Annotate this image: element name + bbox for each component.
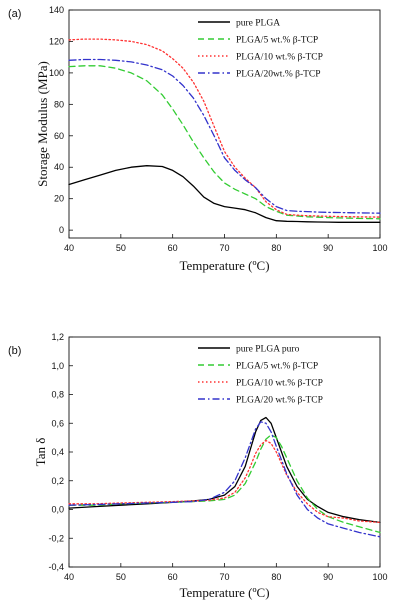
x-tick-label: 70 bbox=[219, 243, 229, 253]
y-tick-label: 60 bbox=[54, 131, 64, 141]
series-line-3 bbox=[68, 439, 381, 524]
x-tick-label: 70 bbox=[219, 572, 229, 582]
legend-label: pure PLGA bbox=[236, 19, 280, 29]
y-tick-label: 0 bbox=[59, 225, 64, 235]
series-line-4 bbox=[68, 58, 381, 214]
y-tick-label: 0,2 bbox=[51, 476, 64, 486]
x-tick-label: 80 bbox=[271, 572, 281, 582]
legend-label: PLGA/20 wt.% β-TCP bbox=[236, 396, 323, 406]
y-tick-label: 100 bbox=[49, 68, 64, 78]
y-tick-label: 1,0 bbox=[51, 361, 64, 371]
y-tick-label: 0,6 bbox=[51, 418, 64, 428]
legend-label: pure PLGA puro bbox=[236, 345, 300, 355]
legend-label: PLGA/5 wt.% β-TCP bbox=[236, 362, 318, 372]
panel-b: (b) 40 50 60 70 80 90 100 -0,4 -0,2 0,0 0,2 0,4 0,6 0,… bbox=[8, 332, 388, 600]
x-axis-title: Temperature (ºC) bbox=[179, 258, 269, 273]
series-line-3 bbox=[68, 38, 381, 218]
plot-frame bbox=[68, 9, 381, 239]
panel-label: (b) bbox=[8, 345, 21, 357]
y-tick-label: 140 bbox=[49, 5, 64, 15]
x-tick-label: 40 bbox=[64, 243, 74, 253]
legend: pure PLGA puro PLGA/5 wt.% β-TCP PLGA/10 w… bbox=[198, 345, 323, 406]
y-tick-label: 40 bbox=[54, 162, 64, 172]
y-tick-label: 20 bbox=[54, 194, 64, 204]
plot-frame bbox=[68, 336, 381, 568]
series-line-4 bbox=[68, 421, 381, 538]
x-tick-label: 90 bbox=[323, 572, 333, 582]
legend-label: PLGA/10 wt.% β-TCP bbox=[236, 53, 323, 63]
y-tick-label: 0,4 bbox=[51, 447, 64, 457]
series-line-1 bbox=[68, 416, 381, 524]
y-axis-title: Storage Modulus (MPa) bbox=[35, 61, 50, 187]
y-tick-label: 120 bbox=[49, 36, 64, 46]
x-axis-title: Temperature (ºC) bbox=[179, 585, 269, 600]
panel-label: (a) bbox=[8, 8, 21, 20]
x-tick-label: 50 bbox=[116, 572, 126, 582]
x-tick-label: 100 bbox=[372, 572, 387, 582]
x-tick-label: 90 bbox=[323, 243, 333, 253]
series-line-2 bbox=[68, 65, 381, 220]
x-tick-label: 100 bbox=[372, 243, 387, 253]
x-tick-label: 50 bbox=[116, 243, 126, 253]
y-tick-label: 80 bbox=[54, 99, 64, 109]
y-tick-label: 1,2 bbox=[51, 332, 64, 342]
series-line-1 bbox=[68, 165, 381, 223]
legend: pure PLGA PLGA/5 wt.% β-TCP PLGA/10 wt.% β… bbox=[198, 19, 323, 80]
x-tick-label: 80 bbox=[271, 243, 281, 253]
y-axis-title: Tan δ bbox=[33, 438, 48, 467]
x-tick-label: 60 bbox=[168, 243, 178, 253]
series-line-2 bbox=[68, 434, 381, 534]
y-tick-label: -0,2 bbox=[48, 533, 64, 543]
y-tick-label: -0,4 bbox=[48, 562, 64, 572]
y-tick-label: 0,8 bbox=[51, 390, 64, 400]
panel-a: (a) 40 50 60 70 80 90 100 0 20 40 60 80 100 120 140 Temp… bbox=[8, 5, 388, 273]
y-tick-label: 0,0 bbox=[51, 505, 64, 515]
legend-label: PLGA/5 wt.% β-TCP bbox=[236, 36, 318, 46]
x-tick-label: 40 bbox=[64, 572, 74, 582]
legend-label: PLGA/10 wt.% β-TCP bbox=[236, 379, 323, 389]
legend-label: PLGA/20wt.% β-TCP bbox=[236, 70, 321, 80]
x-tick-label: 60 bbox=[168, 572, 178, 582]
